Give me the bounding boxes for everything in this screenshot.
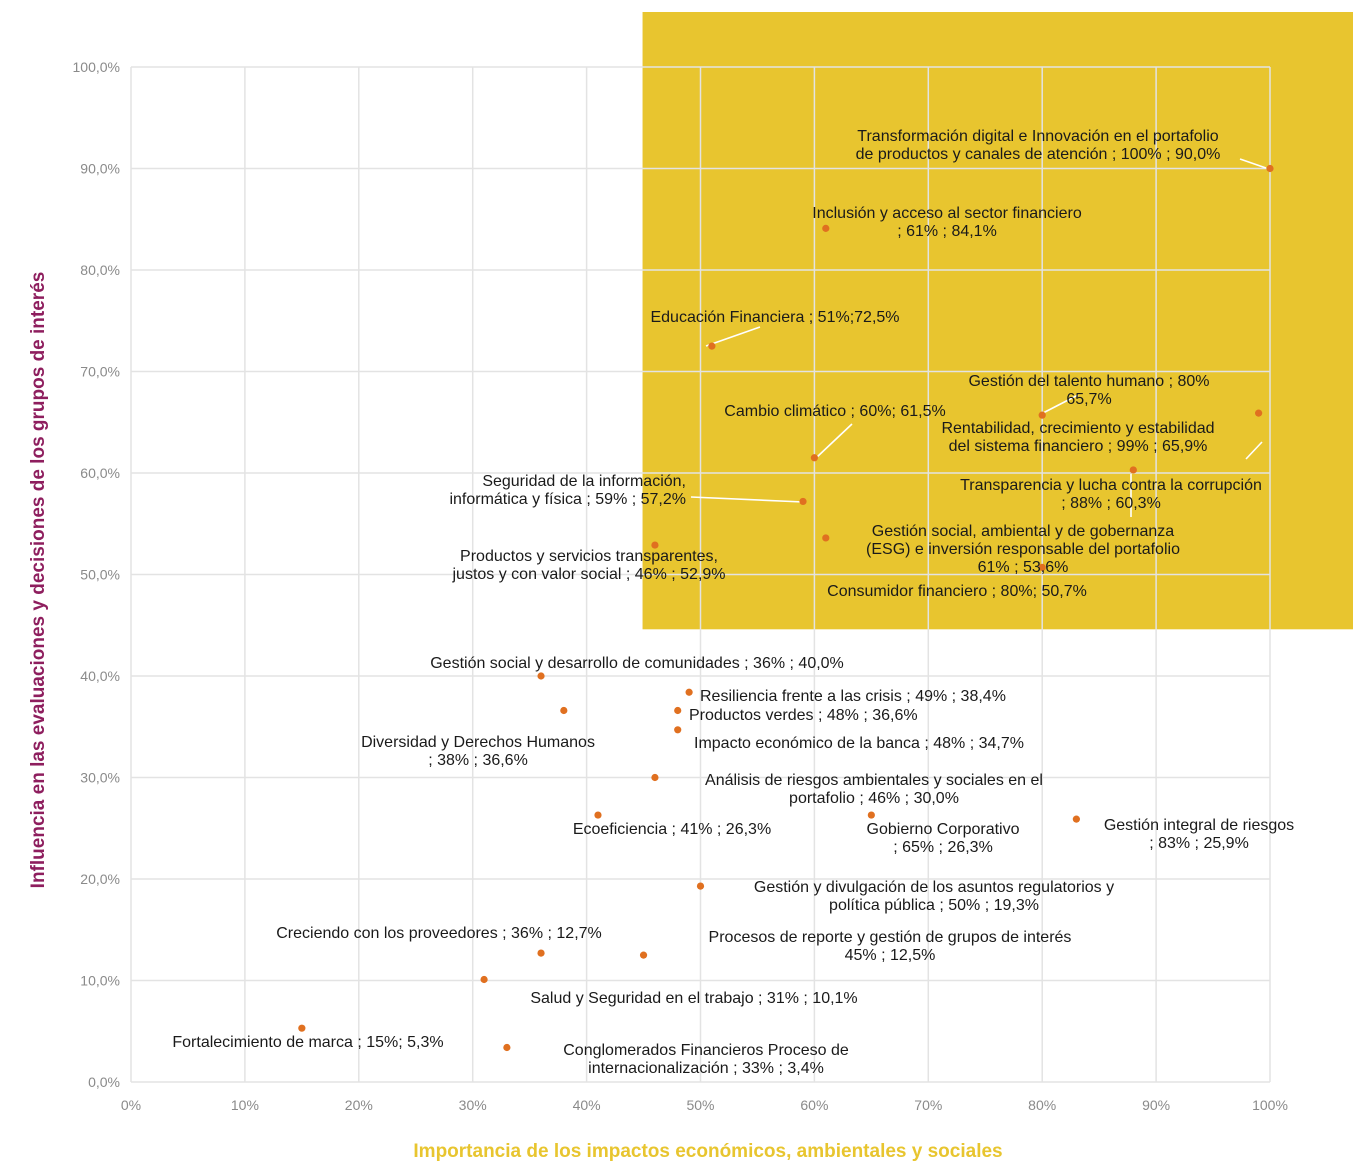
data-point — [537, 949, 545, 957]
point-labels: Transformación digital e Innovación en e… — [172, 128, 1294, 1077]
data-label: Gestión del talento humano ; 80% 65,7% — [968, 373, 1209, 408]
data-label: Gobierno Corporativo; 65% ; 26,3% — [867, 821, 1020, 856]
data-label: Creciendo con los proveedores ; 36% ; 12… — [276, 925, 602, 942]
data-point — [1255, 409, 1263, 417]
data-point — [685, 688, 693, 696]
leader-line — [705, 326, 761, 347]
data-point — [822, 224, 830, 232]
data-point — [639, 951, 648, 959]
data-point — [1038, 563, 1046, 571]
data-label: Impacto económico de la banca ; 48% ; 34… — [694, 735, 1024, 752]
y-tick-label: 80,0% — [80, 262, 120, 278]
data-label: Ecoeficiencia ; 41% ; 26,3% — [573, 821, 771, 838]
data-point — [799, 497, 807, 506]
data-point — [1266, 164, 1274, 173]
data-point — [708, 342, 716, 350]
y-tick-label: 20,0% — [80, 871, 120, 887]
y-tick-label: 60,0% — [80, 465, 120, 481]
data-point — [810, 454, 819, 462]
data-label: Fortalecimiento de marca ; 15%; 5,3% — [172, 1034, 443, 1051]
x-tick-label: 0% — [121, 1097, 141, 1113]
data-label: Transformación digital e Innovación en e… — [856, 128, 1221, 163]
data-label: Análisis de riesgos ambientales y social… — [705, 772, 1043, 807]
data-point — [480, 975, 488, 984]
data-label: Salud y Seguridad en el trabajo ; 31% ; … — [530, 990, 857, 1007]
data-label: Consumidor financiero ; 80%; 50,7% — [827, 583, 1087, 600]
y-tick-label: 10,0% — [80, 973, 120, 989]
y-tick-label: 100,0% — [73, 59, 120, 75]
data-point — [503, 1043, 511, 1052]
data-point — [822, 534, 830, 542]
grid — [130, 66, 1271, 1083]
leader-lines — [484, 158, 1267, 993]
x-tick-label: 30% — [459, 1097, 487, 1113]
leader-line — [816, 423, 853, 458]
data-point — [537, 672, 545, 680]
data-point — [298, 1024, 306, 1032]
leader-line — [1245, 441, 1263, 460]
data-label: Rentabilidad, crecimiento y estabilidad d… — [941, 420, 1214, 455]
data-label: Productos verdes ; 48% ; 36,6% — [689, 707, 918, 724]
leader-line — [690, 496, 804, 503]
x-tick-label: 60% — [800, 1097, 828, 1113]
data-label: Productos y servicios transparentes, just… — [451, 548, 725, 583]
leader-line — [1042, 394, 1079, 414]
data-label: Gestión social y desarrollo de comunidad… — [430, 655, 844, 672]
data-point — [1129, 466, 1137, 474]
data-label: Resiliencia frente a las crisis ; 49% ; … — [700, 688, 1006, 705]
data-point — [867, 811, 875, 819]
x-tick-label: 70% — [914, 1097, 942, 1113]
y-tick-label: 70,0% — [80, 364, 120, 380]
x-tick-label: 100% — [1252, 1097, 1288, 1113]
data-label: Inclusión y acceso al sector financiero;… — [812, 205, 1082, 240]
x-tick-label: 50% — [686, 1097, 714, 1113]
leader-line — [568, 712, 586, 730]
data-label: Cambio climático ; 60%; 61,5% — [724, 403, 945, 420]
data-label: Gestión y divulgación de los asuntos reg… — [754, 879, 1114, 914]
data-point — [674, 706, 682, 715]
data-point — [696, 882, 705, 890]
leader-line — [1239, 158, 1267, 169]
leader-line — [640, 936, 657, 954]
data-label: Gestión social, ambiental y de gobernanz… — [866, 523, 1180, 576]
data-label: Transparencia y lucha contra la corrupci… — [960, 477, 1262, 512]
data-label: Seguridad de la información, informática … — [449, 473, 686, 508]
y-tick-label: 30,0% — [80, 770, 120, 786]
data-point — [651, 773, 659, 782]
x-tick-label: 10% — [231, 1097, 259, 1113]
y-axis-ticks: 0,0% 10,0% 20,0% 30,0% 40,0% 50,0% 60,0% 70,0% 8… — [73, 59, 120, 1090]
y-axis-title: Influencia en las evaluaciones y decisio… — [28, 272, 49, 889]
highlight-region — [642, 12, 1353, 630]
data-point — [674, 726, 682, 734]
leader-line — [484, 981, 493, 993]
data-label: Diversidad y Derechos Humanos; 38% ; 36,… — [361, 734, 595, 769]
data-point — [1072, 815, 1080, 823]
x-tick-label: 90% — [1142, 1097, 1170, 1113]
data-point — [651, 541, 659, 549]
x-axis-title: Importancia de los impactos económicos, … — [413, 1141, 1002, 1162]
y-tick-label: 50,0% — [80, 567, 120, 583]
data-point — [1038, 411, 1046, 419]
x-tick-label: 80% — [1028, 1097, 1056, 1113]
data-point — [560, 706, 568, 715]
x-axis-ticks: 0% 10% 20% 30% 40% 50% 60% 70% 80% 90% 100% — [121, 1097, 1288, 1113]
data-label: Procesos de reporte y gestión de grupos … — [709, 929, 1072, 964]
data-label: Conglomerados Financieros Proceso de inte… — [563, 1042, 849, 1077]
y-tick-label: 0,0% — [88, 1074, 120, 1090]
y-tick-label: 40,0% — [80, 668, 120, 684]
y-tick-label: 90,0% — [80, 161, 120, 177]
data-point — [594, 811, 602, 819]
data-label: Educación Financiera ; 51%;72,5% — [650, 309, 899, 326]
data-label: Gestión integral de riesgos; 83% ; 25,9% — [1104, 817, 1294, 852]
data-points — [298, 164, 1274, 1052]
x-tick-label: 40% — [573, 1097, 601, 1113]
x-tick-label: 20% — [345, 1097, 373, 1113]
